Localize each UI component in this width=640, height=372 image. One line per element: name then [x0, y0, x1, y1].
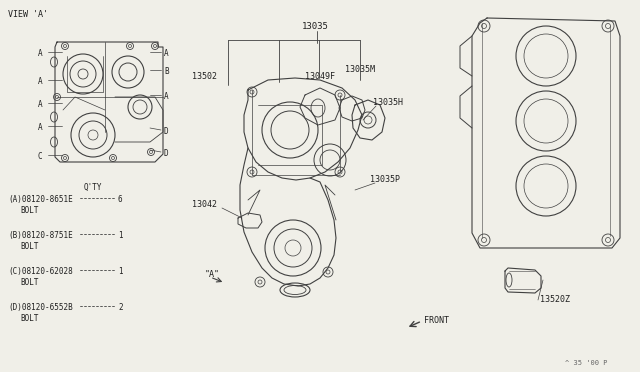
Text: A: A [38, 77, 43, 86]
Text: 13035M: 13035M [345, 65, 375, 74]
Text: Q'TY: Q'TY [84, 183, 102, 192]
Text: 13049F: 13049F [305, 72, 335, 81]
Text: A: A [164, 49, 168, 58]
Text: 13502: 13502 [192, 72, 217, 81]
Text: "A": "A" [205, 270, 220, 279]
Text: FRONT: FRONT [424, 316, 449, 325]
Text: 6: 6 [118, 195, 123, 204]
Text: BOLT: BOLT [20, 206, 38, 215]
Text: 13035: 13035 [302, 22, 329, 31]
Text: A: A [38, 123, 43, 132]
Text: BOLT: BOLT [20, 278, 38, 287]
Text: D: D [164, 127, 168, 136]
Text: 2: 2 [118, 303, 123, 312]
Text: VIEW 'A': VIEW 'A' [8, 10, 48, 19]
Text: 1: 1 [118, 267, 123, 276]
Text: ^ 35 '00 P: ^ 35 '00 P [565, 360, 607, 366]
Text: C: C [38, 152, 43, 161]
Text: 13035H: 13035H [373, 98, 403, 107]
Text: B: B [164, 67, 168, 76]
Text: (B)08120-8751E: (B)08120-8751E [8, 231, 73, 240]
Text: 13042: 13042 [192, 200, 217, 209]
Text: (C)08120-62028: (C)08120-62028 [8, 267, 73, 276]
Text: BOLT: BOLT [20, 314, 38, 323]
Text: A: A [164, 92, 168, 101]
Text: 1: 1 [118, 231, 123, 240]
Text: (D)08120-6552B: (D)08120-6552B [8, 303, 73, 312]
Text: A: A [38, 49, 43, 58]
Text: 13035P: 13035P [370, 175, 400, 184]
Text: 13520Z: 13520Z [540, 295, 570, 304]
Text: (A)08120-8651E: (A)08120-8651E [8, 195, 73, 204]
Text: BOLT: BOLT [20, 242, 38, 251]
Text: D: D [164, 149, 168, 158]
Text: A: A [38, 100, 43, 109]
